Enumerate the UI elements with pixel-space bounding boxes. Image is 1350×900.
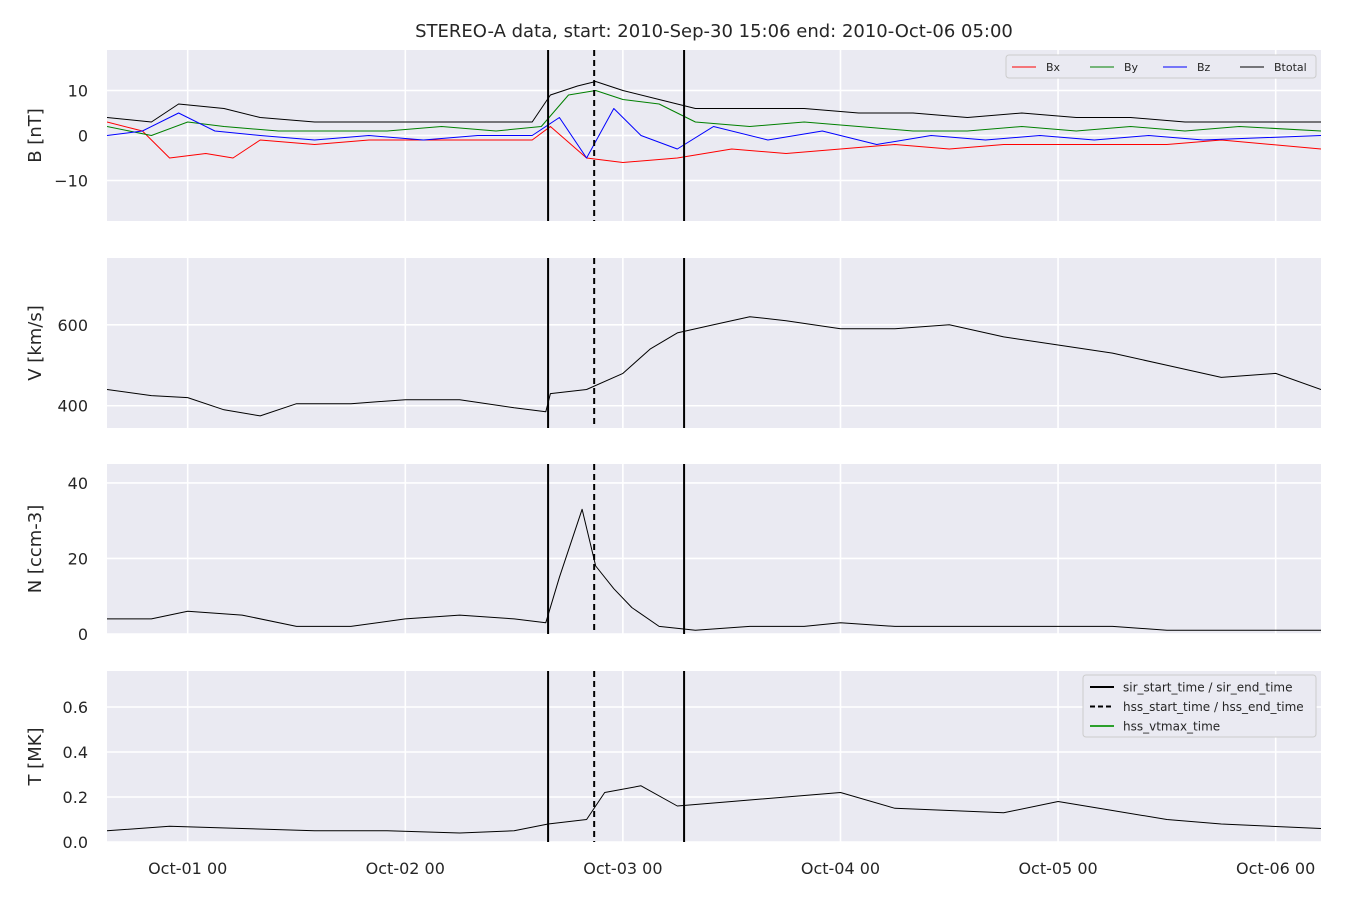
chart-title: STEREO-A data, start: 2010-Sep-30 15:06 …	[415, 21, 1013, 42]
series-line-bx	[107, 121, 1321, 163]
y-axis-label: V [km/s]	[25, 305, 46, 380]
legend-sir-label: sir_start_time / sir_end_time	[1123, 681, 1293, 695]
legend-label-btotal: Btotal	[1274, 61, 1307, 74]
series-group	[107, 316, 1321, 417]
legend-label-bx: Bx	[1046, 61, 1061, 74]
legend-label-bz: Bz	[1197, 61, 1211, 74]
y-tick-label: 400	[57, 397, 88, 416]
panels: 10 0 −10 B [nT] 600 400 V [km/s] 40 20 0 N [ccm-3]…	[25, 50, 1321, 852]
series-line-data	[107, 785, 1321, 834]
b-legend-frame	[1005, 54, 1317, 79]
panel-background	[107, 258, 1321, 428]
y-tick-label: 0	[78, 127, 88, 146]
y-tick-label: 40	[68, 474, 88, 493]
series-line-btotal	[107, 81, 1321, 123]
y-tick-label: 0.2	[63, 788, 88, 807]
y-axis-label: N [ccm-3]	[25, 505, 46, 594]
series-line-data	[107, 316, 1321, 417]
panel-2: 600 400 V [km/s]	[25, 258, 1321, 428]
y-tick-label: 0.0	[63, 833, 88, 852]
x-tick-label: Oct-01 00	[148, 859, 227, 878]
y-tick-label: 10	[68, 82, 88, 101]
y-tick-label: 0.4	[63, 743, 88, 762]
x-tick-label: Oct-03 00	[583, 859, 662, 878]
series-group	[107, 785, 1321, 834]
x-tick-label: Oct-05 00	[1018, 859, 1097, 878]
series-line-data	[107, 508, 1321, 631]
y-tick-label: 0	[78, 625, 88, 644]
x-tick-label: Oct-02 00	[366, 859, 445, 878]
panel-3: 40 20 0 N [ccm-3]	[25, 464, 1321, 644]
b-legend: Bx By Bz Btotal	[1005, 54, 1317, 79]
y-tick-label: 20	[68, 549, 88, 568]
series-group	[107, 81, 1321, 163]
x-tick-labels: Oct-01 00 Oct-02 00 Oct-03 00 Oct-04 00 Oct-…	[148, 859, 1315, 878]
panel-background	[107, 464, 1321, 634]
x-tick-label: Oct-06 00	[1236, 859, 1315, 878]
series-line-by	[107, 90, 1321, 136]
y-tick-label: 600	[57, 316, 88, 335]
y-axis-label: T [MK]	[25, 727, 46, 786]
event-legend-frame	[1082, 674, 1317, 738]
legend-hss-label: hss_start_time / hss_end_time	[1123, 700, 1304, 714]
y-tick-label: −10	[54, 172, 88, 191]
event-legend: sir_start_time / sir_end_time hss_start_t…	[1082, 674, 1317, 738]
series-group	[107, 508, 1321, 631]
legend-label-by: By	[1124, 61, 1139, 74]
y-tick-label: 0.6	[63, 698, 88, 717]
legend-hss-vtmax-label: hss_vtmax_time	[1123, 720, 1220, 734]
series-line-bz	[107, 108, 1321, 159]
x-tick-label: Oct-04 00	[801, 859, 880, 878]
y-axis-label: B [nT]	[25, 108, 46, 163]
